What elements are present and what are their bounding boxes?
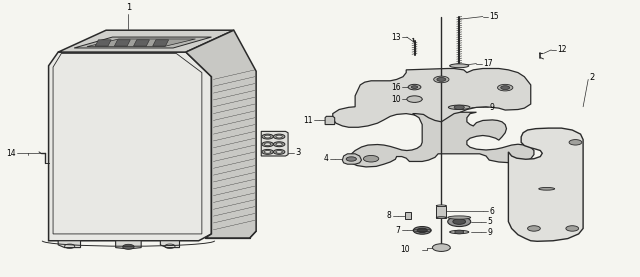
Polygon shape [87, 39, 195, 47]
Circle shape [569, 140, 582, 145]
Text: 10: 10 [400, 245, 410, 254]
Circle shape [276, 150, 282, 153]
Polygon shape [161, 241, 179, 248]
Ellipse shape [449, 105, 470, 109]
Circle shape [264, 135, 271, 138]
Polygon shape [74, 37, 211, 48]
Polygon shape [342, 154, 362, 164]
Text: 7: 7 [396, 226, 401, 235]
Ellipse shape [436, 205, 447, 207]
Polygon shape [186, 30, 256, 238]
Circle shape [417, 228, 428, 233]
Circle shape [123, 244, 134, 249]
Text: 5: 5 [487, 217, 492, 226]
Circle shape [262, 142, 273, 147]
Polygon shape [325, 116, 335, 125]
Ellipse shape [450, 230, 468, 234]
Circle shape [262, 149, 273, 154]
Polygon shape [134, 40, 150, 46]
Text: 11: 11 [303, 116, 312, 125]
Polygon shape [508, 128, 583, 241]
Text: 6: 6 [489, 207, 494, 216]
Text: 9: 9 [489, 103, 494, 112]
Circle shape [413, 227, 431, 234]
Circle shape [500, 86, 509, 89]
Circle shape [566, 226, 579, 231]
Circle shape [364, 155, 379, 162]
Polygon shape [116, 241, 141, 249]
Circle shape [262, 134, 273, 139]
Text: 2: 2 [589, 73, 595, 82]
Text: 16: 16 [391, 83, 401, 92]
Circle shape [346, 157, 356, 161]
Polygon shape [436, 206, 447, 217]
Text: 3: 3 [296, 148, 301, 157]
Circle shape [433, 244, 451, 252]
Ellipse shape [436, 217, 447, 218]
Text: 17: 17 [483, 59, 492, 68]
Text: 1: 1 [126, 2, 131, 12]
Circle shape [437, 78, 446, 81]
Circle shape [448, 217, 470, 227]
Text: 4: 4 [324, 154, 329, 163]
Circle shape [412, 86, 418, 88]
Circle shape [454, 105, 465, 109]
Circle shape [264, 150, 271, 153]
Text: 13: 13 [391, 33, 401, 42]
Polygon shape [95, 40, 111, 46]
Polygon shape [58, 30, 234, 52]
Polygon shape [115, 40, 131, 46]
Circle shape [497, 84, 513, 91]
Polygon shape [58, 241, 81, 248]
Circle shape [276, 143, 282, 146]
Circle shape [434, 76, 449, 83]
Polygon shape [49, 52, 211, 241]
Polygon shape [405, 212, 412, 219]
Ellipse shape [448, 216, 470, 219]
Text: 14: 14 [6, 149, 16, 158]
Text: 9: 9 [487, 227, 492, 237]
Circle shape [453, 219, 466, 224]
Polygon shape [153, 40, 169, 46]
Text: 8: 8 [387, 211, 392, 220]
Circle shape [408, 84, 421, 90]
Circle shape [273, 142, 285, 147]
Circle shape [273, 149, 285, 154]
Circle shape [455, 230, 464, 234]
Text: 15: 15 [489, 12, 499, 21]
Circle shape [276, 135, 282, 138]
Ellipse shape [450, 64, 468, 68]
Text: 10: 10 [391, 95, 401, 104]
Polygon shape [261, 131, 288, 156]
Polygon shape [333, 68, 531, 128]
Circle shape [273, 134, 285, 139]
Polygon shape [349, 112, 534, 167]
Circle shape [527, 226, 540, 231]
Ellipse shape [539, 188, 555, 190]
Text: 12: 12 [557, 45, 567, 54]
Circle shape [264, 143, 271, 146]
Circle shape [407, 96, 422, 102]
